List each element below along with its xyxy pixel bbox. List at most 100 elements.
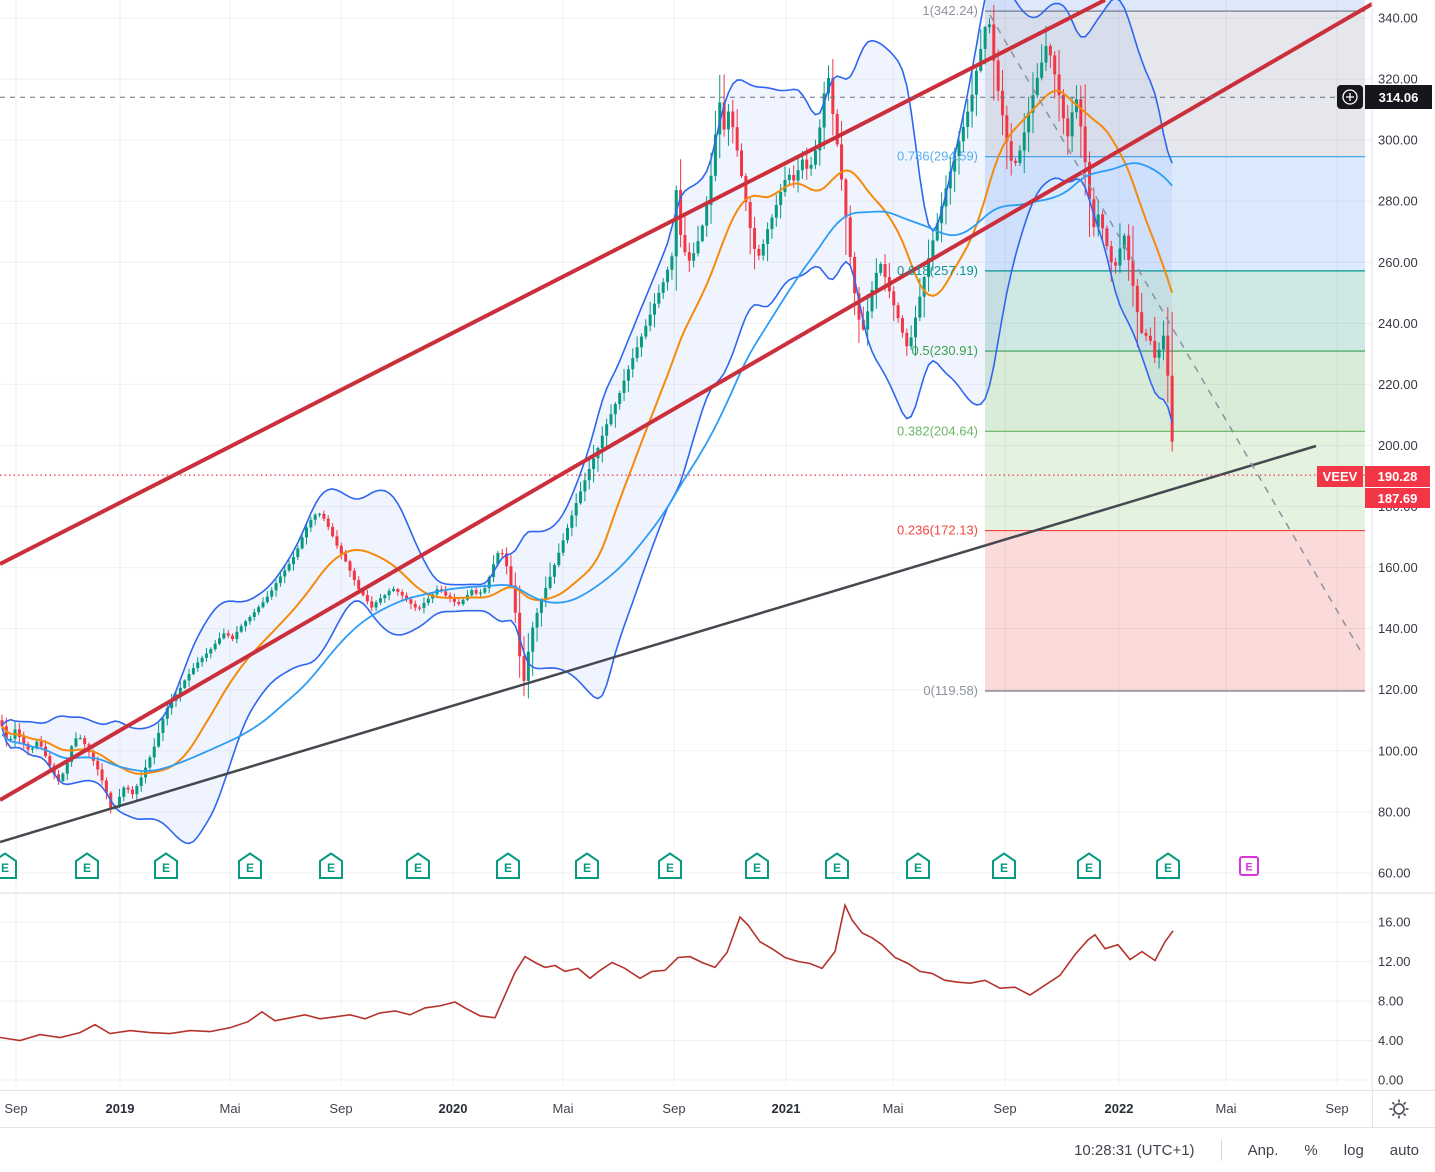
time-tick-label: 2019 xyxy=(105,1101,135,1116)
trendline-channel-upper[interactable] xyxy=(0,0,1106,566)
time-tick-label: Sep xyxy=(329,1101,353,1116)
fib-zones xyxy=(985,0,1365,692)
svg-text:E: E xyxy=(583,861,591,875)
fib-level-label: 0(119.58) xyxy=(923,683,978,698)
time-tick-label: 2021 xyxy=(771,1101,801,1116)
svg-text:E: E xyxy=(1245,862,1252,874)
crosshair-price-value: 314.06 xyxy=(1365,85,1432,109)
time-tick-label: Sep xyxy=(662,1101,686,1116)
crosshair-price-badge: 314.06 xyxy=(1337,85,1432,109)
time-axis[interactable]: Sep 2019 Mai Sep 2020 Mai Sep 2021 Mai Sep 2022 Mai… xyxy=(0,1090,1435,1128)
svg-text:E: E xyxy=(666,861,674,875)
axis-corner-divider xyxy=(1372,1091,1373,1128)
circle-plus-icon xyxy=(1342,89,1358,105)
auto-scale-button[interactable]: auto xyxy=(1389,1141,1419,1159)
volatility-line xyxy=(0,902,1174,1042)
time-tick-label: Mai xyxy=(882,1101,904,1116)
clock-label: 10:28:31 (UTC+1) xyxy=(1074,1141,1195,1159)
fib-level-label: 0.382(204.64) xyxy=(897,423,978,438)
trendline-channel-lower[interactable] xyxy=(0,2,1374,802)
price-tick-label: 100.00 xyxy=(1378,743,1418,758)
last-price-badge: VEEV 190.28 xyxy=(1317,466,1430,487)
price-tick-label: 240.00 xyxy=(1378,316,1418,331)
trendline-projection[interactable] xyxy=(989,14,1361,651)
svg-text:E: E xyxy=(327,861,335,875)
time-tick-label: Mai xyxy=(1215,1101,1237,1116)
price-axis-labels[interactable]: 340.00 320.00 300.00 280.00 260.00 240.00 220.… xyxy=(1378,11,1418,1088)
volatility-tick-label: 12.00 xyxy=(1378,954,1411,969)
toolbar-divider xyxy=(1220,1139,1222,1161)
fib-level-label: 0.618(257.19) xyxy=(897,263,978,278)
fib-level-label: 0.236(172.13) xyxy=(897,523,978,538)
time-tick-label: 2022 xyxy=(1104,1101,1134,1116)
chart-canvas[interactable]: E E E E E E E E E E E E E E E E 340.00 320.00 300.00 280.00… xyxy=(0,0,1435,1090)
price-tick-label: 80.00 xyxy=(1378,804,1411,819)
earnings-badge[interactable]: E xyxy=(658,852,682,879)
earnings-badge[interactable]: E xyxy=(906,852,930,879)
svg-text:E: E xyxy=(833,861,841,875)
price-tick-label: 300.00 xyxy=(1378,133,1418,148)
earnings-badge[interactable]: E xyxy=(745,852,769,879)
indicator-lines xyxy=(1,0,1174,845)
crosshair-target-button[interactable] xyxy=(1337,85,1363,109)
time-tick-label: Sep xyxy=(4,1101,28,1116)
earnings-badge[interactable]: E xyxy=(575,852,599,879)
svg-text:E: E xyxy=(83,861,91,875)
fib-labels: 1(342.24) 0.786(294.59) 0.618(257.19) 0.5(2… xyxy=(897,3,978,698)
adjust-data-button[interactable]: Anp. xyxy=(1247,1141,1279,1159)
earnings-badge[interactable]: E xyxy=(75,852,99,879)
volatility-tick-label: 4.00 xyxy=(1378,1033,1403,1048)
symbol-label: VEEV xyxy=(1317,466,1363,487)
svg-text:E: E xyxy=(1,861,9,875)
bottom-toolbar: 10:28:31 (UTC+1) Anp. % log auto xyxy=(0,1127,1435,1172)
volatility-tick-label: 16.00 xyxy=(1378,915,1411,930)
price-tick-label: 160.00 xyxy=(1378,560,1418,575)
fib-level-label: 1(342.24) xyxy=(922,3,978,18)
earnings-badge[interactable]: E xyxy=(0,852,17,879)
svg-text:E: E xyxy=(246,861,254,875)
price-tick-label: 340.00 xyxy=(1378,11,1418,26)
time-tick-label: Sep xyxy=(1325,1101,1349,1116)
price-tick-label: 140.00 xyxy=(1378,621,1418,636)
time-tick-label: 2020 xyxy=(438,1101,468,1116)
secondary-price-badge: 187.69 xyxy=(1365,488,1430,508)
volatility-tick-label: 8.00 xyxy=(1378,994,1403,1009)
fib-level-label: 0.5(230.91) xyxy=(912,343,979,358)
earnings-badge[interactable]: E xyxy=(825,852,849,879)
svg-text:E: E xyxy=(753,861,761,875)
percent-scale-button[interactable]: % xyxy=(1304,1141,1318,1159)
price-tick-label: 220.00 xyxy=(1378,377,1418,392)
earnings-badge[interactable]: E xyxy=(1077,852,1101,879)
earnings-badge[interactable]: E xyxy=(406,852,430,879)
log-scale-button[interactable]: log xyxy=(1343,1141,1364,1159)
svg-text:E: E xyxy=(162,861,170,875)
secondary-price-value: 187.69 xyxy=(1365,488,1430,508)
gear-icon xyxy=(1389,1099,1409,1119)
svg-text:E: E xyxy=(504,861,512,875)
earnings-badge[interactable]: E xyxy=(319,852,343,879)
trendlines[interactable] xyxy=(0,0,1374,844)
trendline-support-line[interactable] xyxy=(0,444,1317,844)
price-tick-label: 120.00 xyxy=(1378,682,1418,697)
chart-settings-button[interactable] xyxy=(1382,1094,1416,1124)
future-earnings-badge[interactable]: E xyxy=(1239,856,1259,876)
svg-text:E: E xyxy=(914,861,922,875)
fib-level-label: 0.786(294.59) xyxy=(897,149,978,164)
earnings-badge[interactable]: E xyxy=(154,852,178,879)
earnings-badge[interactable]: E xyxy=(992,852,1016,879)
svg-text:E: E xyxy=(414,861,422,875)
time-tick-label: Sep xyxy=(993,1101,1017,1116)
gridlines xyxy=(0,0,1372,1085)
earnings-badge[interactable]: E xyxy=(1156,852,1180,879)
candlestick-series xyxy=(0,5,1174,814)
earnings-badge[interactable]: E xyxy=(496,852,520,879)
earnings-badge[interactable]: E xyxy=(238,852,262,879)
fib-level-lines xyxy=(985,10,1365,692)
price-tick-label: 200.00 xyxy=(1378,438,1418,453)
svg-text:E: E xyxy=(1000,861,1008,875)
last-price-value: 190.28 xyxy=(1365,466,1430,487)
price-tick-label: 260.00 xyxy=(1378,255,1418,270)
time-tick-label: Mai xyxy=(219,1101,241,1116)
